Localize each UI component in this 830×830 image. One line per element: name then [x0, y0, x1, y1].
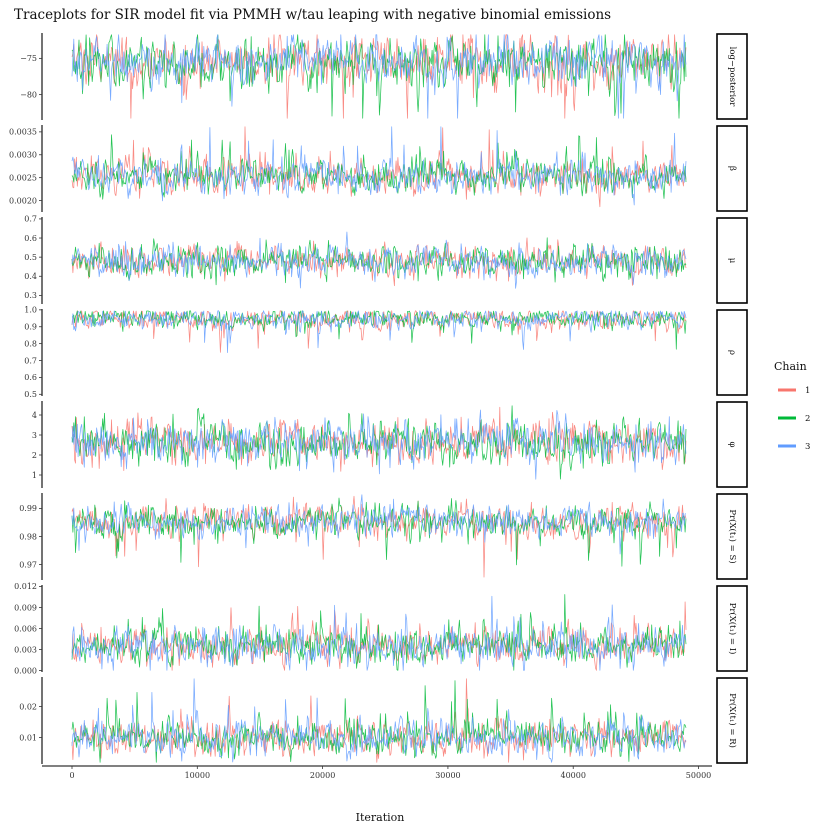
y-tick-label: 2: [32, 451, 37, 460]
y-tick-label: 0.5: [24, 390, 37, 399]
facet-strip-label: μ: [727, 258, 737, 264]
legend: Chain 1 2 3: [774, 360, 810, 452]
y-tick-label: 0.6: [24, 373, 37, 382]
facet-strip: [716, 585, 748, 672]
y-tick-label: −75: [20, 54, 37, 63]
series-line-chain-3: [71, 34, 687, 119]
facet-strip: [716, 677, 748, 764]
panel-3: 0.3 0.4 0.5 0.6 0.7 μ: [24, 215, 748, 304]
facet-strip-label: β: [727, 166, 737, 171]
panel-5: 1 2 3 4 φ: [32, 401, 748, 488]
series-line-chain-3: [71, 126, 687, 206]
y-tick-label: 0.0025: [9, 173, 37, 182]
series-line-chain-3: [71, 231, 687, 289]
y-tick-label: 4: [32, 411, 37, 420]
y-tick-label: 0.7: [24, 356, 37, 365]
series-line-chain-3: [71, 494, 687, 555]
facet-strip: [716, 493, 748, 580]
series-line-chain-2: [71, 594, 687, 671]
facet-strip-label: log−posterior: [727, 47, 737, 108]
y-tick-label: 0.9: [24, 323, 37, 332]
y-tick-label: −80: [20, 90, 37, 99]
panel-8: 0.01 0.02 Pr(X(t₁) = R): [19, 677, 748, 764]
x-tick-label: 40000: [560, 771, 585, 780]
facet-strip: [716, 309, 748, 396]
facet-strip-label: Pr(X(t₁) = R): [727, 693, 738, 748]
x-tick-label: 50000: [686, 771, 711, 780]
y-tick-label: 0.01: [19, 733, 37, 742]
series-line-chain-2: [71, 34, 687, 119]
y-tick-label: 0.5: [24, 253, 37, 262]
y-tick-label: 0.006: [14, 624, 37, 633]
y-tick-label: 0.009: [14, 603, 37, 612]
y-tick-label: 1.0: [24, 306, 37, 315]
facet-strip-label: φ: [727, 442, 737, 448]
y-tick-label: 0.02: [19, 702, 37, 711]
panel-stack: −75−80 log−posterior0.00200.00250.00300.0…: [9, 33, 748, 764]
series-line-chain-2: [71, 134, 687, 200]
legend-label-chain-2: 2: [805, 414, 810, 424]
facet-strip-label: Pr(X(t₁) = I): [727, 603, 738, 655]
series-line-chain-2: [71, 310, 687, 350]
chart-title: Traceplots for SIR model fit via PMMH w/…: [14, 7, 611, 23]
panel-1: −75 −80 log−posterior: [20, 33, 748, 120]
legend-title: Chain: [774, 360, 807, 373]
series-line-chain-2: [71, 680, 687, 763]
y-tick-label: 0.4: [24, 272, 37, 281]
y-tick-label: 0.0035: [9, 128, 37, 137]
y-tick-label: 3: [32, 431, 37, 440]
x-tick-label: 0: [69, 771, 74, 780]
x-tick-label: 10000: [185, 771, 210, 780]
series-line-chain-2: [71, 405, 687, 480]
y-tick-label: 0.98: [19, 532, 37, 541]
panel-2: 0.0020 0.0025 0.0030 0.0035 β: [9, 125, 748, 212]
y-tick-label: 0.8: [24, 339, 37, 348]
panel-7: 0.000 0.003 0.006 0.009 0.012 Pr(X(t₁) = I): [14, 582, 748, 675]
series-line-chain-3: [71, 595, 687, 671]
y-tick-label: 0.0020: [9, 196, 37, 205]
facet-strip: [716, 401, 748, 488]
y-tick-label: 0.012: [14, 582, 37, 591]
series-line-chain-3: [71, 678, 687, 763]
y-tick-label: 0.000: [14, 666, 37, 675]
panel-4: 0.5 0.6 0.7 0.8 0.9 1.0 ρ: [24, 306, 748, 399]
facet-strip-label: Pr(X(t₁) = S): [727, 509, 738, 563]
facet-strip-label: ρ: [727, 350, 737, 355]
series-line-chain-3: [71, 310, 687, 353]
legend-label-chain-3: 3: [805, 442, 810, 452]
legend-label-chain-1: 1: [805, 386, 810, 396]
y-tick-label: 0.3: [24, 291, 37, 300]
y-tick-label: 0.99: [19, 504, 37, 513]
series-line-chain-2: [71, 497, 687, 567]
x-tick-label: 30000: [435, 771, 460, 780]
y-tick-label: 0.0030: [9, 151, 37, 160]
x-axis: 0 10000 20000 30000 40000 50000: [42, 765, 712, 780]
y-tick-label: 1: [32, 471, 37, 480]
panel-6: 0.97 0.98 0.99 Pr(X(t₁) = S): [19, 493, 748, 580]
series-line-chain-3: [71, 409, 687, 480]
y-tick-label: 0.7: [24, 215, 37, 224]
x-axis-title: Iteration: [356, 811, 405, 824]
x-tick-label: 20000: [310, 771, 335, 780]
facet-strip: [716, 33, 748, 120]
facet-strip: [716, 125, 748, 212]
y-tick-label: 0.6: [24, 234, 37, 243]
y-tick-label: 0.003: [14, 645, 37, 654]
y-tick-label: 0.97: [19, 560, 37, 569]
facet-strip: [716, 217, 748, 304]
